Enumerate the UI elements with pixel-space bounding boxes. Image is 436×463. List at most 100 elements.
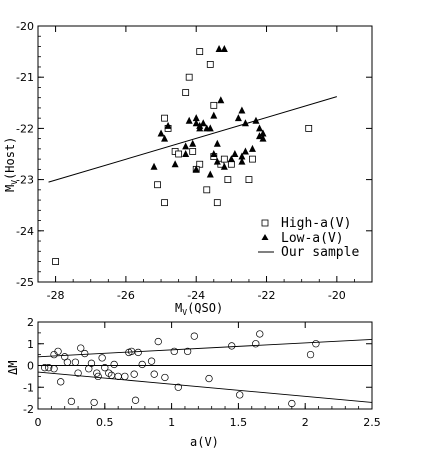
our-sample-fit-line: [48, 96, 337, 183]
delta-m-point: [67, 397, 76, 406]
high-av-point: [224, 176, 232, 184]
bottom-y-axis-label: ΔM: [6, 361, 20, 375]
high-av-point: [154, 181, 161, 189]
bottom-x-tick-label: 0.5: [96, 416, 114, 429]
low-av-point: [182, 150, 190, 157]
low-av-point: [206, 170, 214, 178]
low-av-point: [252, 116, 260, 124]
top-x-axis-label: MV(QSO): [175, 301, 223, 317]
high-av-point: [189, 148, 197, 155]
low-av-point: [259, 134, 267, 142]
low-av-point: [213, 157, 221, 165]
top-y-tick-label: -21: [16, 71, 34, 84]
top-y-label-rest: (Host): [3, 137, 17, 180]
reference-line-lower: [37, 371, 373, 403]
delta-m-point: [161, 373, 169, 382]
legend-square-marker: [261, 219, 269, 227]
delta-m-point: [252, 340, 260, 348]
delta-m-point: [288, 399, 296, 408]
delta-m-point: [57, 378, 65, 386]
delta-m-point: [121, 372, 129, 381]
low-av-point: [241, 147, 249, 155]
high-av-point: [161, 199, 168, 207]
top-panel: -28 -26 -24 -22 -20 -20 -21 -22 -23 -24 -25 High-a…: [3, 20, 373, 317]
legend-label-sample: Our sample: [281, 245, 359, 260]
low-av-point: [161, 134, 169, 142]
low-av-point: [238, 106, 246, 114]
low-av-point: [164, 121, 172, 129]
delta-m-point: [94, 372, 102, 381]
high-av-point: [227, 160, 235, 168]
top-ticks: -28 -26 -24 -22 -20 -20 -21 -22 -23 -24 -25: [16, 20, 373, 302]
high-av-point: [203, 186, 211, 194]
low-av-point: [255, 132, 263, 140]
bottom-y-tick-label: 2: [27, 316, 34, 329]
bottom-x-tick-label: 1.5: [230, 416, 248, 429]
high-av-points: [52, 48, 313, 265]
delta-m-point: [134, 348, 142, 357]
low-av-point: [192, 165, 200, 173]
top-y-tick-label: -23: [16, 174, 34, 187]
low-av-point: [189, 139, 197, 147]
low-av-point: [196, 121, 204, 129]
high-av-point: [196, 160, 204, 168]
low-av-point: [213, 139, 221, 147]
high-av-point: [305, 125, 313, 132]
delta-m-point: [63, 358, 72, 366]
delta-m-point: [74, 369, 82, 377]
low-av-point: [241, 119, 249, 127]
high-av-point: [175, 150, 183, 158]
delta-m-point: [50, 350, 58, 359]
bottom-x-tick-label: 2.5: [363, 416, 381, 429]
bottom-x-tick-label: 1: [168, 416, 175, 429]
low-av-point: [215, 45, 223, 53]
low-av-point: [150, 162, 158, 170]
low-av-point: [171, 160, 179, 168]
high-av-point: [161, 114, 168, 122]
low-av-points: [150, 45, 267, 178]
high-av-point: [206, 61, 214, 68]
delta-m-point: [306, 350, 315, 359]
top-x-tick-label: -20: [328, 289, 346, 302]
delta-m-point: [87, 359, 96, 367]
top-x-tick-label: -22: [258, 289, 276, 302]
delta-m-point: [130, 370, 138, 378]
bottom-x-tick-label: 2: [302, 416, 309, 429]
low-av-point: [192, 114, 200, 122]
delta-m-point: [45, 364, 53, 372]
delta-m-point: [150, 370, 158, 378]
high-av-point: [196, 48, 204, 55]
top-y-tick-label: -22: [16, 122, 34, 135]
delta-m-point: [138, 360, 146, 369]
bottom-x-tick-label: 0: [35, 416, 42, 429]
delta-m-point: [105, 369, 113, 377]
low-av-point: [255, 124, 263, 132]
top-y-tick-label: -20: [16, 20, 34, 33]
low-av-point: [220, 45, 228, 53]
low-av-point: [248, 144, 256, 152]
delta-m-point: [174, 383, 182, 391]
top-y-axis-label: MV(Host): [3, 137, 19, 192]
delta-m-point: [93, 369, 101, 377]
bottom-panel: 0 0.5 1 1.5 2 2.5 2 1 0 -1 -2 a(V) ΔM: [6, 316, 381, 449]
high-av-point: [210, 101, 218, 109]
high-av-point: [52, 258, 59, 265]
top-x-label-main: M: [175, 301, 182, 315]
top-x-tick-label: -28: [47, 289, 65, 302]
bottom-x-axis-label: a(V): [190, 435, 219, 449]
low-av-point: [231, 150, 239, 157]
top-x-label-sub: V: [182, 308, 187, 317]
legend-label-low: Low-a(V): [281, 231, 344, 246]
low-av-point: [238, 157, 246, 165]
high-av-point: [213, 199, 221, 207]
low-av-point: [182, 142, 190, 150]
low-av-point: [157, 129, 165, 137]
low-av-point: [192, 119, 200, 127]
low-av-point: [210, 111, 218, 119]
delta-m-point: [114, 372, 122, 381]
low-av-point: [210, 150, 218, 157]
high-av-point: [220, 155, 228, 163]
legend-label-high: High-a(V): [281, 216, 351, 231]
delta-m-point: [101, 364, 109, 372]
